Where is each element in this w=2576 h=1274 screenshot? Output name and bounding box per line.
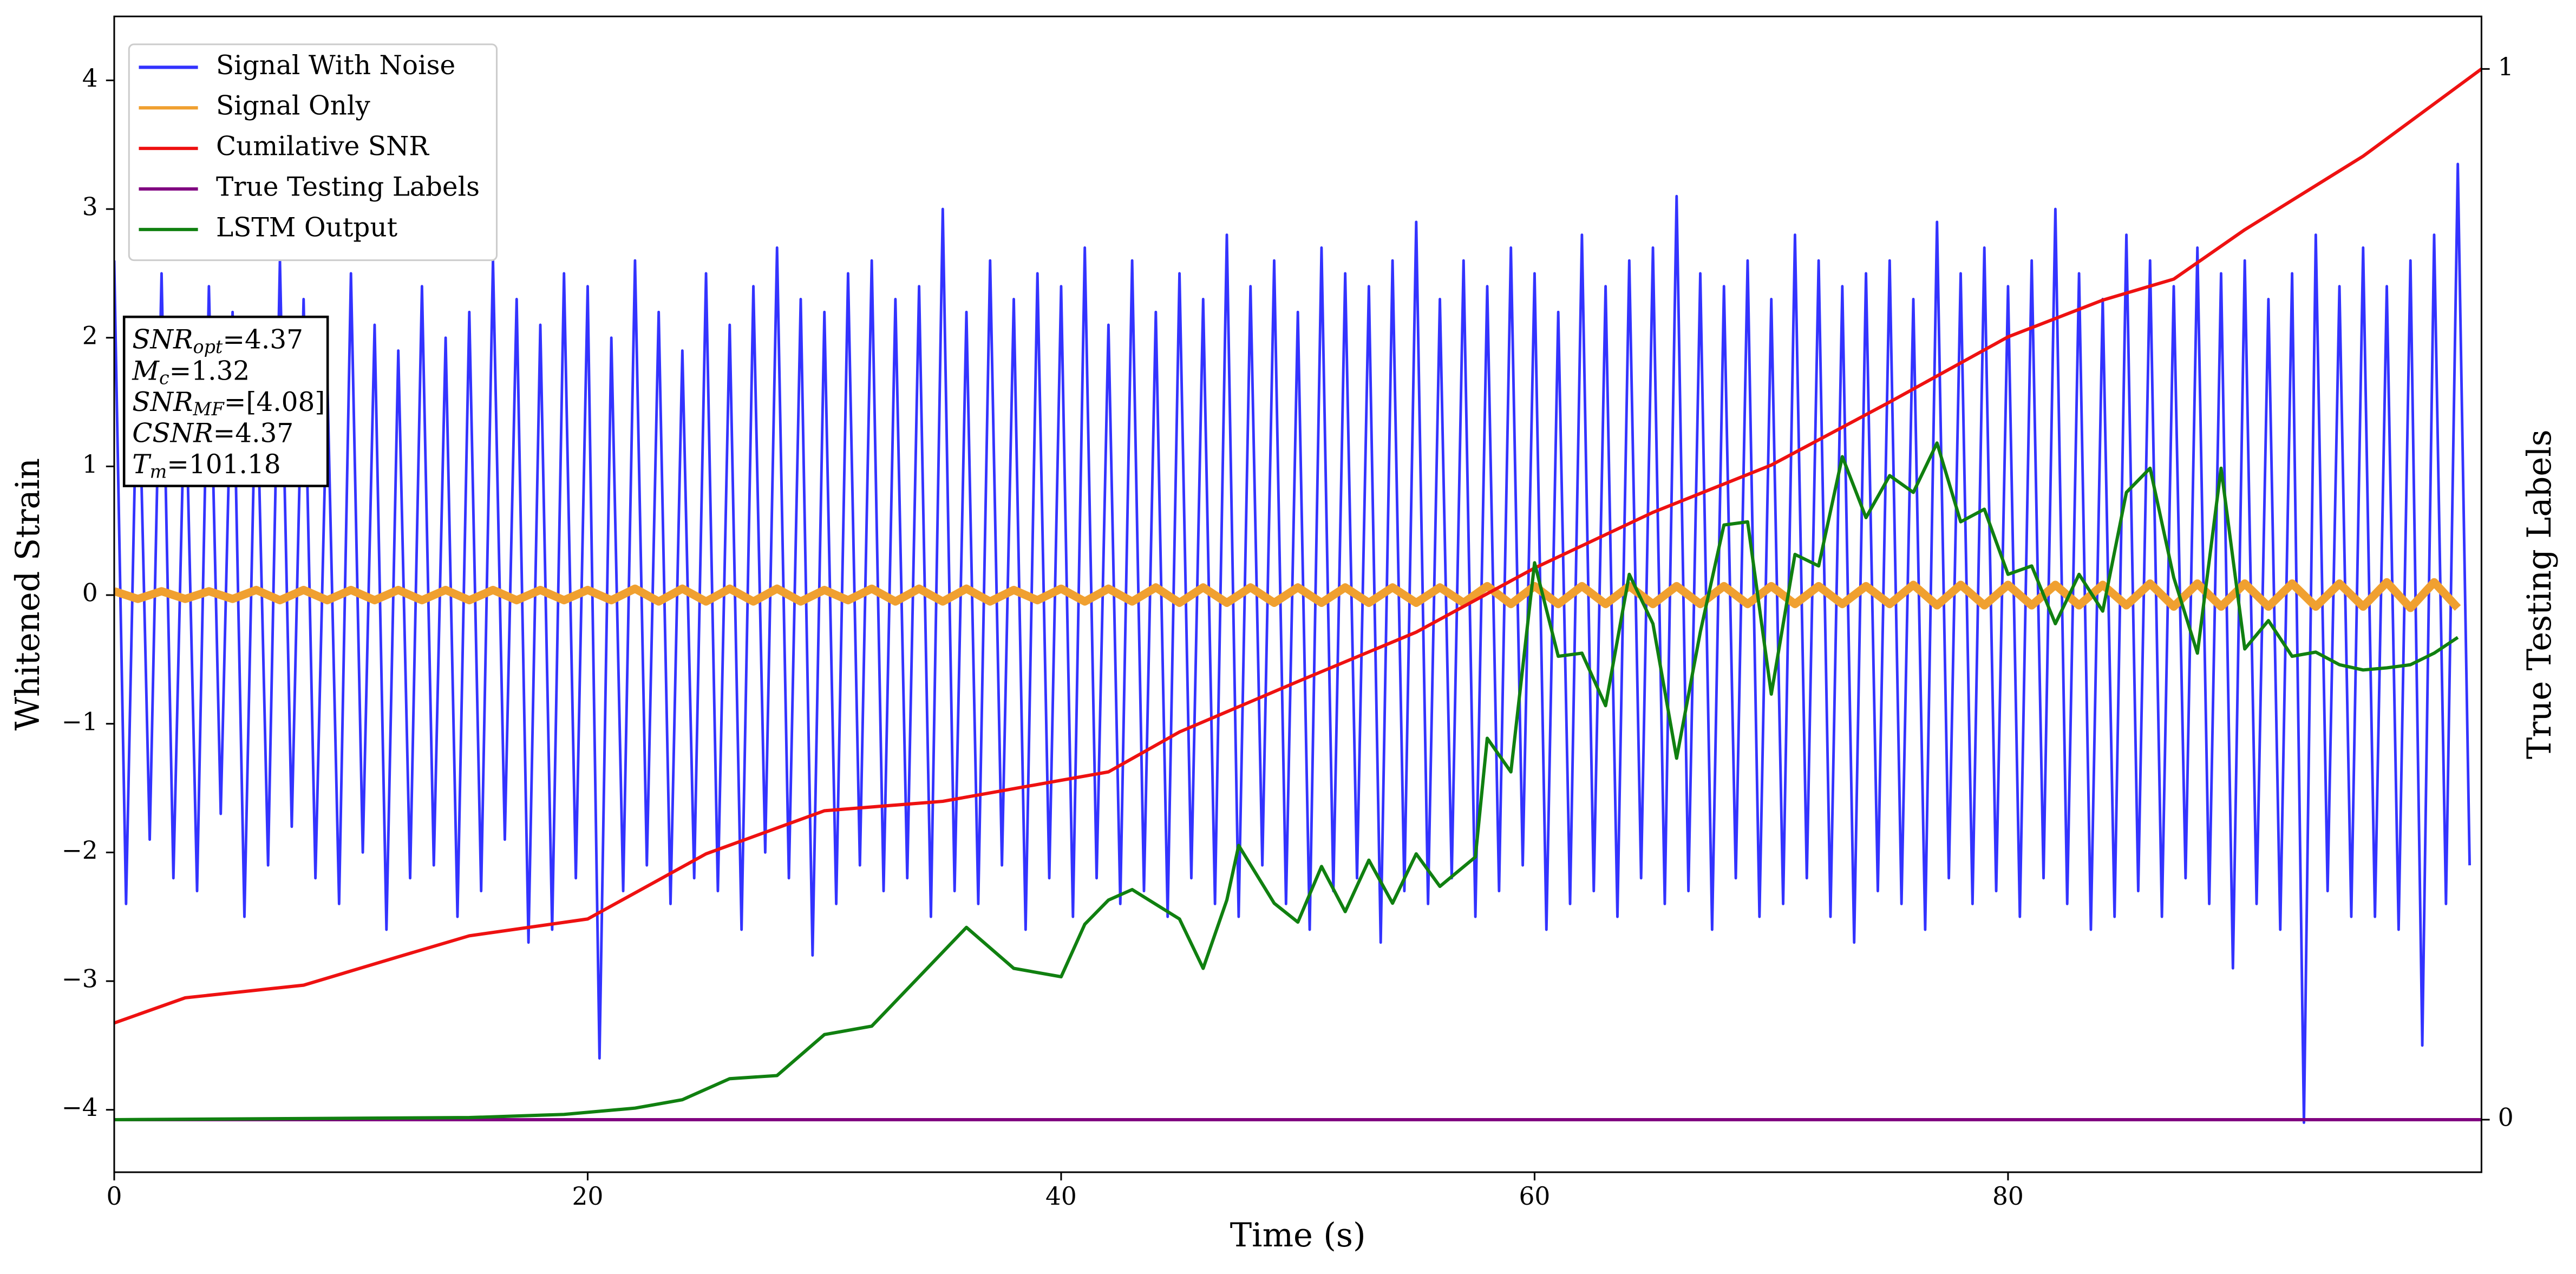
- y-tick-label: −2: [62, 836, 98, 865]
- annotation-subscript: opt: [193, 336, 223, 357]
- annotation-line: SNRMF=[4.08]: [132, 387, 325, 420]
- legend-label: Signal With Noise: [216, 50, 455, 81]
- annotation: SNRopt=4.37Mc=1.32SNRMF=[4.08]CSNR=4.37T…: [122, 315, 329, 487]
- y2-tick-label: 0: [2498, 1103, 2514, 1132]
- y-tick-label: −3: [62, 965, 98, 994]
- x-tick-label: 0: [106, 1182, 122, 1211]
- x-tick-label: 80: [1992, 1182, 2024, 1211]
- plot-area: [114, 67, 2482, 1124]
- y-tick-label: 0: [82, 579, 98, 607]
- series-line: [114, 67, 2482, 1025]
- annotation-line: CSNR=4.37: [132, 418, 293, 448]
- series-line: [114, 441, 2459, 1122]
- annotation-text: =1.32: [169, 356, 250, 386]
- annotation-symbol: SNR: [132, 387, 193, 417]
- series-line: [114, 578, 2461, 612]
- annotation-line: Mc=1.32: [132, 356, 250, 389]
- y-tick-label: 3: [82, 193, 98, 221]
- y2-tick-label: 1: [2498, 53, 2514, 81]
- y-tick-label: −4: [62, 1093, 98, 1122]
- annotation-line: Tm=101.18: [132, 449, 280, 482]
- annotation-text: =4.37: [213, 418, 294, 448]
- annotation-subscript: MF: [193, 398, 225, 420]
- annotation-symbol: CSNR: [132, 418, 213, 448]
- legend-label: True Testing Labels: [216, 172, 480, 202]
- annotation-text: =[4.08]: [224, 387, 325, 417]
- x-tick-label: 60: [1519, 1182, 1551, 1211]
- y-tick-label: 4: [82, 64, 98, 93]
- x-axis-label: Time (s): [1230, 1217, 1366, 1255]
- x-tick-label: 40: [1045, 1182, 1077, 1211]
- annotation-text: =101.18: [167, 449, 280, 480]
- legend-label: Signal Only: [216, 91, 370, 121]
- annotation-box: [122, 315, 329, 487]
- y-axis-label: Whitened Strain: [9, 458, 47, 730]
- annotation-text: =4.37: [223, 324, 303, 355]
- annotation-line: SNRopt=4.37: [132, 324, 303, 357]
- series-line: [114, 162, 2471, 1124]
- legend-label: LSTM Output: [216, 212, 398, 243]
- y2-axis-label: True Testing Labels: [2521, 429, 2559, 759]
- annotation-symbol: M: [132, 356, 160, 386]
- annotation-subscript: c: [159, 367, 169, 388]
- y-tick-label: 1: [82, 450, 98, 479]
- legend-box: [128, 43, 498, 262]
- annotation-symbol: T: [132, 449, 152, 480]
- legend: Signal With Noise Signal Only Cumilative S…: [128, 43, 498, 262]
- x-tick-label: 20: [572, 1182, 604, 1211]
- legend-label: Cumilative SNR: [216, 132, 429, 162]
- y-tick-label: 2: [82, 321, 98, 350]
- annotation-subscript: m: [150, 461, 167, 482]
- annotation-symbol: SNR: [132, 324, 193, 355]
- y-tick-label: −1: [62, 707, 98, 736]
